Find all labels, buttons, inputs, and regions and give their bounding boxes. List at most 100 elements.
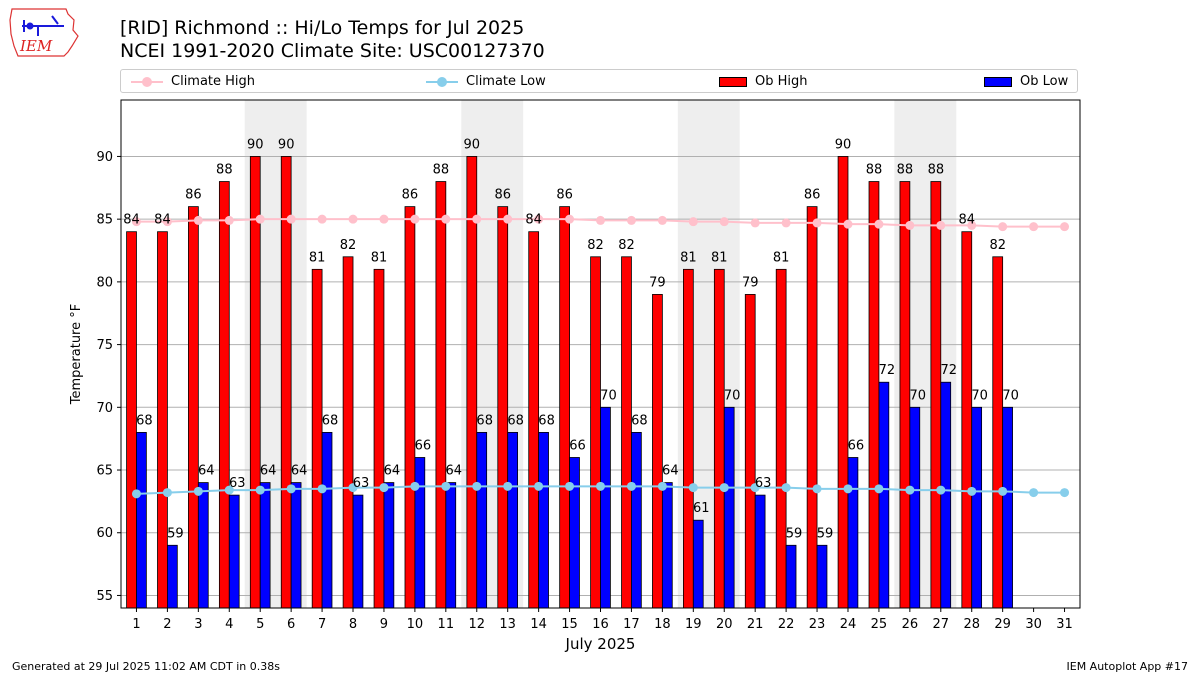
x-tick-label: 23 xyxy=(809,617,826,632)
point-climate-low xyxy=(162,488,172,498)
legend-item-climate-low: Climate Low xyxy=(426,74,546,90)
point-climate-low xyxy=(131,489,141,499)
bar-ob-low xyxy=(136,431,147,609)
bar-ob-low xyxy=(197,482,209,609)
data-label-ob-low: 63 xyxy=(229,476,246,491)
x-tick-label: 20 xyxy=(716,617,733,632)
data-label-ob-high: 82 xyxy=(587,238,604,253)
x-tick-label: 27 xyxy=(933,617,950,632)
chart-legend: Climate High Climate Low Ob High Ob Low xyxy=(120,69,1078,93)
bar-ob-high xyxy=(930,181,942,609)
point-climate-high xyxy=(472,214,482,224)
data-label-ob-high: 90 xyxy=(464,137,481,152)
data-label-ob-high: 88 xyxy=(897,163,914,178)
data-label-ob-low: 68 xyxy=(476,413,493,428)
y-tick-label: 60 xyxy=(96,526,113,541)
data-label-ob-high: 84 xyxy=(525,213,542,228)
footer-app: IEM Autoplot App #17 xyxy=(1066,660,1189,673)
data-label-ob-low: 68 xyxy=(631,413,648,428)
data-label-ob-low: 64 xyxy=(291,464,308,479)
data-label-ob-low: 66 xyxy=(848,438,865,453)
legend-marker-climate-low xyxy=(426,76,458,88)
y-tick-label: 70 xyxy=(96,401,113,416)
bar-ob-low xyxy=(476,431,488,609)
point-climate-low xyxy=(503,481,513,491)
chart-subtitle: NCEI 1991-2020 Climate Site: USC00127370 xyxy=(120,40,545,62)
point-climate-low xyxy=(874,484,884,494)
logo-text: IEM xyxy=(19,37,53,55)
data-label-ob-high: 82 xyxy=(340,238,357,253)
point-climate-low xyxy=(812,484,822,494)
point-climate-high xyxy=(534,214,544,224)
point-climate-low xyxy=(626,481,636,491)
legend-marker-ob-low xyxy=(984,77,1012,87)
x-tick-label: 31 xyxy=(1056,617,1073,632)
legend-label-climate-high: Climate High xyxy=(171,74,256,89)
bar-ob-high xyxy=(157,231,168,609)
point-climate-low xyxy=(596,481,605,491)
bar-ob-high xyxy=(744,294,756,609)
bar-ob-high xyxy=(899,181,911,609)
bar-ob-low xyxy=(290,482,302,609)
point-climate-high xyxy=(812,218,822,228)
x-tick-label: 3 xyxy=(194,617,202,632)
point-climate-high xyxy=(781,218,791,228)
point-climate-high xyxy=(1029,222,1039,232)
point-climate-low xyxy=(905,485,915,495)
data-label-ob-high: 79 xyxy=(742,275,759,290)
x-tick-label: 1 xyxy=(132,617,140,632)
data-label-ob-high: 90 xyxy=(247,137,264,152)
iem-logo: IEM xyxy=(9,8,79,57)
x-tick-label: 6 xyxy=(287,617,295,632)
legend-item-climate-high: Climate High xyxy=(131,74,255,90)
bar-ob-high xyxy=(188,206,199,609)
bar-ob-high xyxy=(342,256,354,609)
x-tick-label: 29 xyxy=(994,617,1011,632)
point-climate-high xyxy=(441,214,451,224)
point-climate-high xyxy=(410,214,420,224)
bar-ob-high xyxy=(528,231,540,609)
x-tick-label: 30 xyxy=(1025,617,1042,632)
x-tick-label: 2 xyxy=(163,617,171,632)
bar-ob-low xyxy=(1002,406,1013,609)
point-climate-high xyxy=(131,217,141,227)
bar-ob-low xyxy=(321,431,333,609)
bar-ob-high xyxy=(559,206,570,609)
bar-ob-high xyxy=(249,156,261,609)
x-tick-label: 10 xyxy=(407,617,424,632)
bar-ob-high xyxy=(992,256,1004,609)
data-label-ob-high: 81 xyxy=(711,250,728,265)
data-label-ob-low: 59 xyxy=(817,526,834,541)
point-climate-low xyxy=(534,481,544,491)
point-climate-low xyxy=(657,481,667,491)
data-label-ob-low: 61 xyxy=(693,501,710,516)
legend-item-ob-low: Ob Low xyxy=(984,74,1068,90)
bar-ob-low xyxy=(909,406,921,609)
footer-generated: Generated at 29 Jul 2025 11:02 AM CDT in… xyxy=(12,660,280,673)
bar-ob-high xyxy=(404,206,416,609)
bar-ob-high xyxy=(373,268,385,609)
point-climate-high xyxy=(317,214,327,224)
point-climate-high xyxy=(1060,222,1070,232)
point-climate-low xyxy=(1060,488,1070,498)
point-climate-high xyxy=(193,215,203,225)
point-climate-low xyxy=(441,481,451,491)
point-climate-high xyxy=(998,222,1008,232)
legend-marker-ob-high xyxy=(719,77,747,87)
data-label-ob-high: 82 xyxy=(618,238,635,253)
point-climate-low xyxy=(843,484,853,494)
data-label-ob-low: 64 xyxy=(445,464,462,479)
data-label-ob-low: 68 xyxy=(507,413,524,428)
bar-ob-low xyxy=(167,544,178,609)
point-climate-low xyxy=(936,485,946,495)
point-climate-low xyxy=(750,483,760,493)
data-label-ob-high: 81 xyxy=(680,250,697,265)
point-climate-low xyxy=(781,483,791,493)
x-tick-label: 24 xyxy=(840,617,857,632)
point-climate-low xyxy=(255,485,265,495)
bar-ob-low xyxy=(507,431,518,609)
bar-ob-low xyxy=(600,406,611,609)
point-climate-low xyxy=(317,484,327,494)
bar-ob-high xyxy=(218,181,230,609)
